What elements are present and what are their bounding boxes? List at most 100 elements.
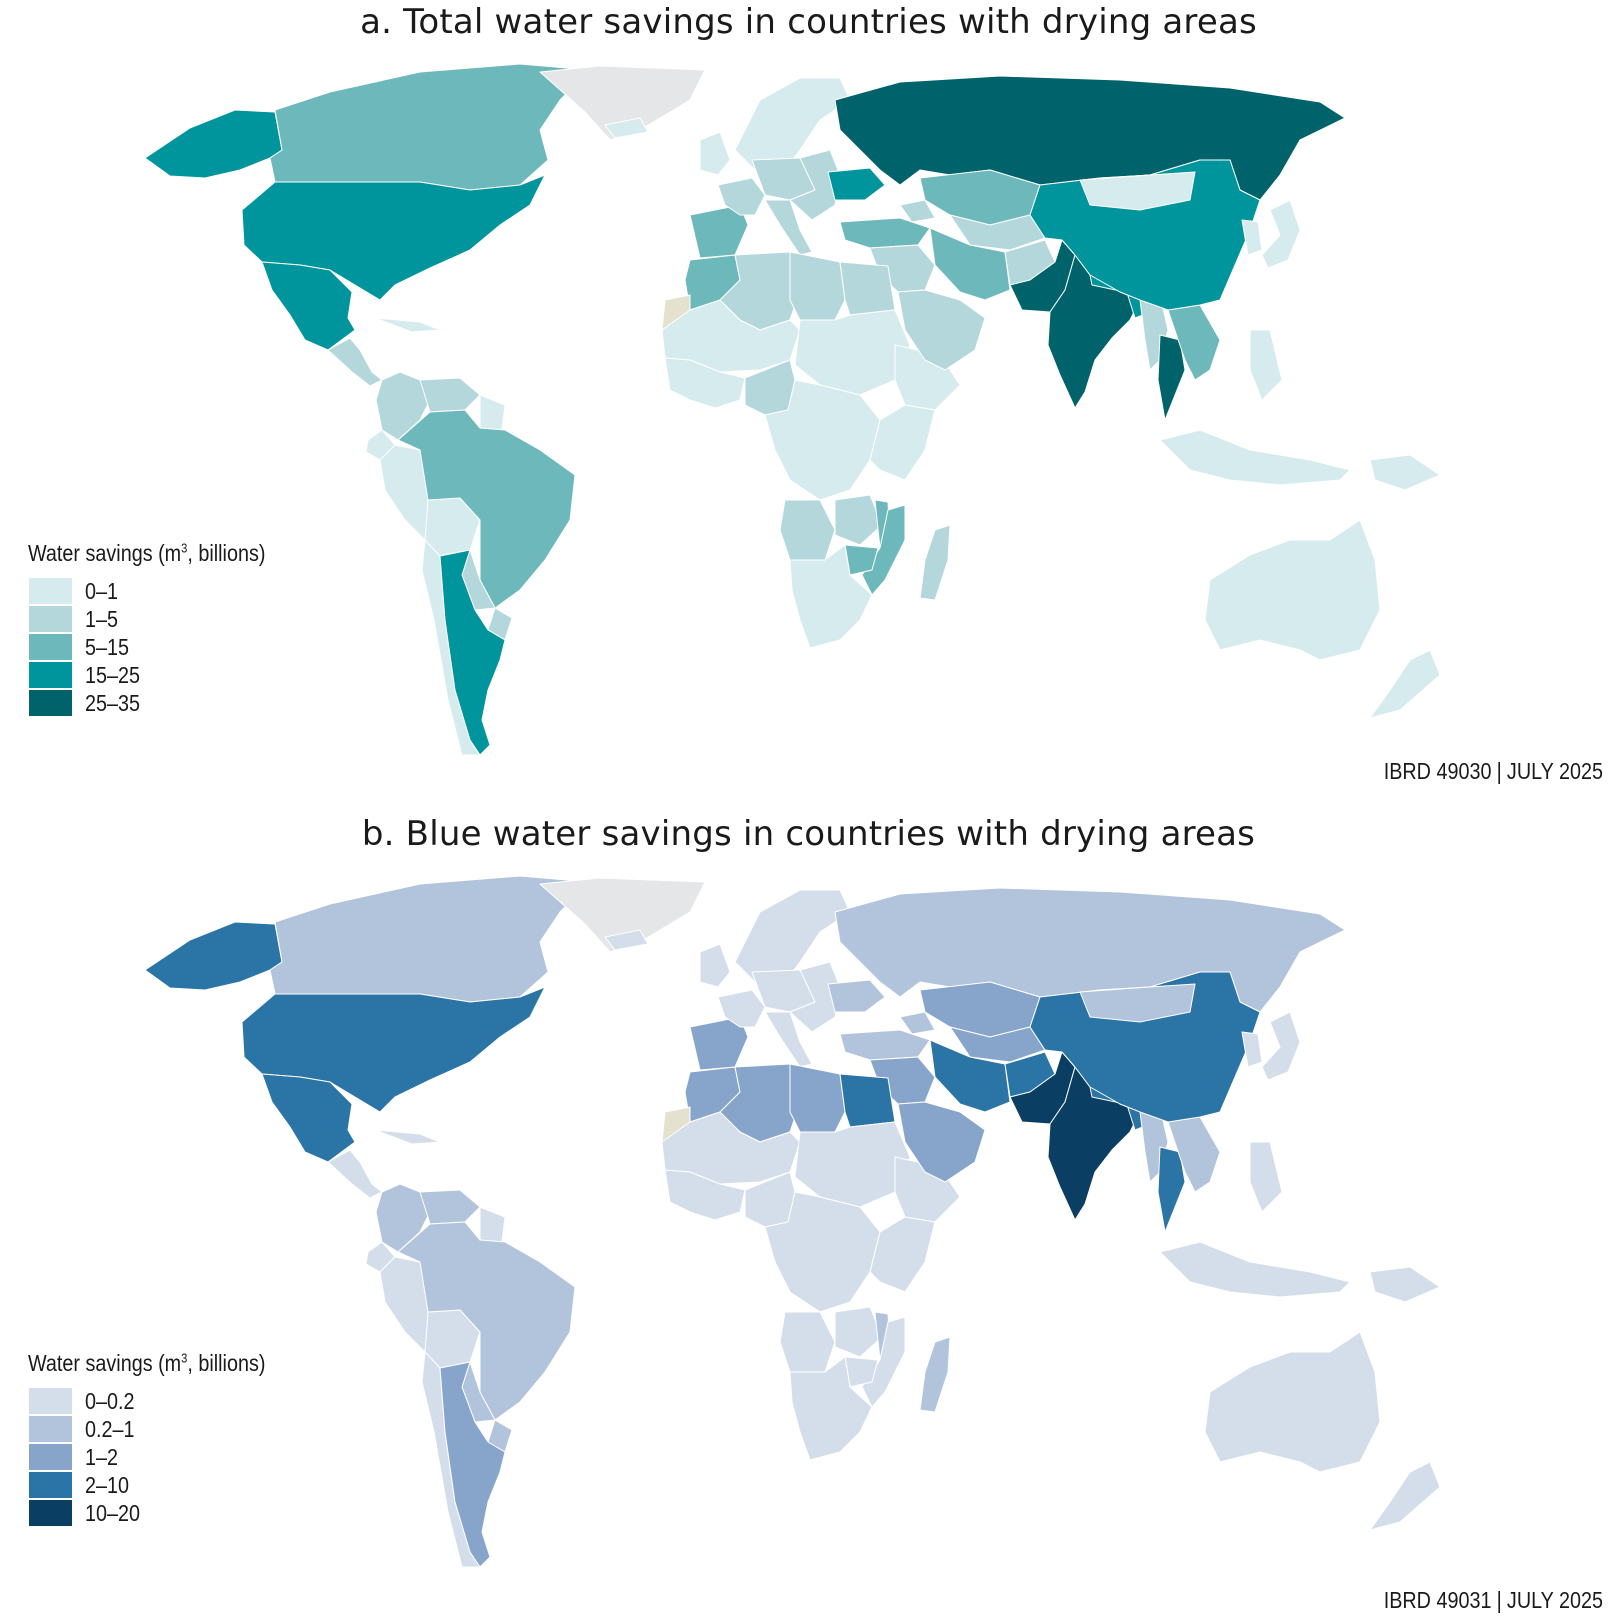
legend-swatch: [28, 661, 73, 689]
country-mexico: [261, 261, 356, 351]
legend-swatch: [28, 1387, 73, 1415]
map-title: a. Total water savings in countries with…: [360, 2, 1257, 42]
country-ukraine: [827, 167, 886, 201]
country-southern-africa: [789, 544, 873, 649]
country-indonesia: [1159, 429, 1351, 486]
legend-label: 5–15: [85, 633, 130, 660]
country-caucasus: [899, 1011, 936, 1035]
map-credit: IBRD 49030 | JULY 2025: [1383, 758, 1603, 784]
country-png: [1369, 454, 1441, 491]
country-chad-sudan: [794, 309, 911, 396]
legend-item: 0–0.2: [28, 1387, 304, 1415]
country-arabia: [897, 289, 986, 371]
legend-label: 0.2–1: [85, 1415, 135, 1442]
country-colombia: [375, 1183, 431, 1253]
country-west-africa: [664, 1169, 746, 1221]
country-madagascar: [919, 524, 951, 601]
country-japan: [1261, 199, 1301, 269]
country-brazil: [397, 409, 576, 609]
legend-label: 0–0.2: [85, 1387, 135, 1414]
legend-label: 0–1: [85, 577, 119, 604]
country-angola: [779, 499, 836, 561]
country-chad-sudan: [794, 1121, 911, 1208]
country-argentina: [439, 1361, 506, 1568]
country-philippines: [1249, 329, 1283, 401]
legend-swatch: [28, 577, 73, 605]
legend: Water savings (m3, billions) 0–0.2 0.2–1 1…: [28, 1350, 304, 1527]
legend-label: 2–10: [85, 1471, 130, 1498]
country-png: [1369, 1266, 1441, 1303]
legend-item: 0–1: [28, 577, 304, 605]
country-turkey: [839, 217, 931, 249]
country-philippines: [1249, 1141, 1283, 1213]
legend-swatch: [28, 689, 73, 717]
country-libya: [789, 251, 846, 321]
legend: Water savings (m3, billions) 0–1 1–5 5–15 1…: [28, 540, 304, 717]
country-angola: [779, 1311, 836, 1373]
panel-total-water-savings: a. Total water savings in countries with…: [28, 2, 1603, 784]
country-cuba: [374, 317, 441, 333]
legend-label: 15–25: [85, 661, 141, 688]
country-france: [717, 989, 766, 1028]
legend-item: 0.2–1: [28, 1415, 304, 1443]
country-argentina: [439, 549, 506, 756]
country-zambia: [834, 1306, 883, 1358]
country-korea: [1241, 1031, 1263, 1068]
country-madagascar: [919, 1336, 951, 1413]
country-mongolia: [1079, 983, 1196, 1023]
legend-item: 1–2: [28, 1443, 304, 1471]
country-zambia: [834, 494, 883, 546]
country-caucasus: [899, 199, 936, 223]
country-venezuela: [419, 1189, 481, 1225]
country-egypt: [839, 261, 896, 316]
country-new-zealand: [1369, 649, 1441, 719]
legend-item: 2–10: [28, 1471, 304, 1499]
country-alaska: [144, 921, 283, 991]
country-ukraine: [827, 979, 886, 1013]
legend-swatch: [28, 633, 73, 661]
country-southern-africa: [789, 1356, 873, 1461]
legend-label: 1–2: [85, 1443, 119, 1470]
legend-title: Water savings (m3, billions): [28, 540, 266, 566]
country-cuba: [374, 1129, 441, 1145]
legend-swatch: [28, 1443, 73, 1471]
world-choropleth-map: [144, 875, 1441, 1568]
country-egypt: [839, 1073, 896, 1128]
country-usa: [241, 986, 546, 1113]
country-arabia: [897, 1101, 986, 1183]
map-credit: IBRD 49031 | JULY 2025: [1383, 1587, 1603, 1613]
country-greenland: [539, 65, 706, 141]
country-usa: [241, 174, 546, 301]
legend-item: 25–35: [28, 689, 304, 717]
country-uk-ireland: [699, 131, 731, 176]
country-east-africa: [869, 404, 936, 481]
country-canada: [269, 875, 591, 1003]
country-eastern-europe: [789, 149, 841, 221]
legend-item: 1–5: [28, 605, 304, 633]
country-japan: [1261, 1011, 1301, 1081]
country-new-zealand: [1369, 1461, 1441, 1531]
legend-swatch: [28, 605, 73, 633]
country-venezuela: [419, 377, 481, 413]
legend-item: 10–20: [28, 1499, 304, 1527]
country-australia: [1204, 519, 1381, 661]
legend-item: 15–25: [28, 661, 304, 689]
country-greenland: [539, 877, 706, 953]
country-alaska: [144, 109, 283, 179]
country-canada: [269, 63, 591, 191]
country-guianas: [479, 1206, 506, 1243]
country-central-america: [327, 337, 383, 387]
country-eastern-europe: [789, 961, 841, 1033]
country-france: [717, 177, 766, 216]
country-brazil: [397, 1221, 576, 1421]
country-turkey: [839, 1029, 931, 1061]
legend-swatch: [28, 1415, 73, 1443]
country-iceland: [604, 929, 649, 951]
legend-item: 5–15: [28, 633, 304, 661]
country-iran: [929, 1039, 1011, 1113]
country-australia: [1204, 1331, 1381, 1473]
country-guianas: [479, 394, 506, 431]
country-central-america: [327, 1149, 383, 1199]
legend-label: 10–20: [85, 1499, 141, 1526]
country-iceland: [604, 117, 649, 139]
